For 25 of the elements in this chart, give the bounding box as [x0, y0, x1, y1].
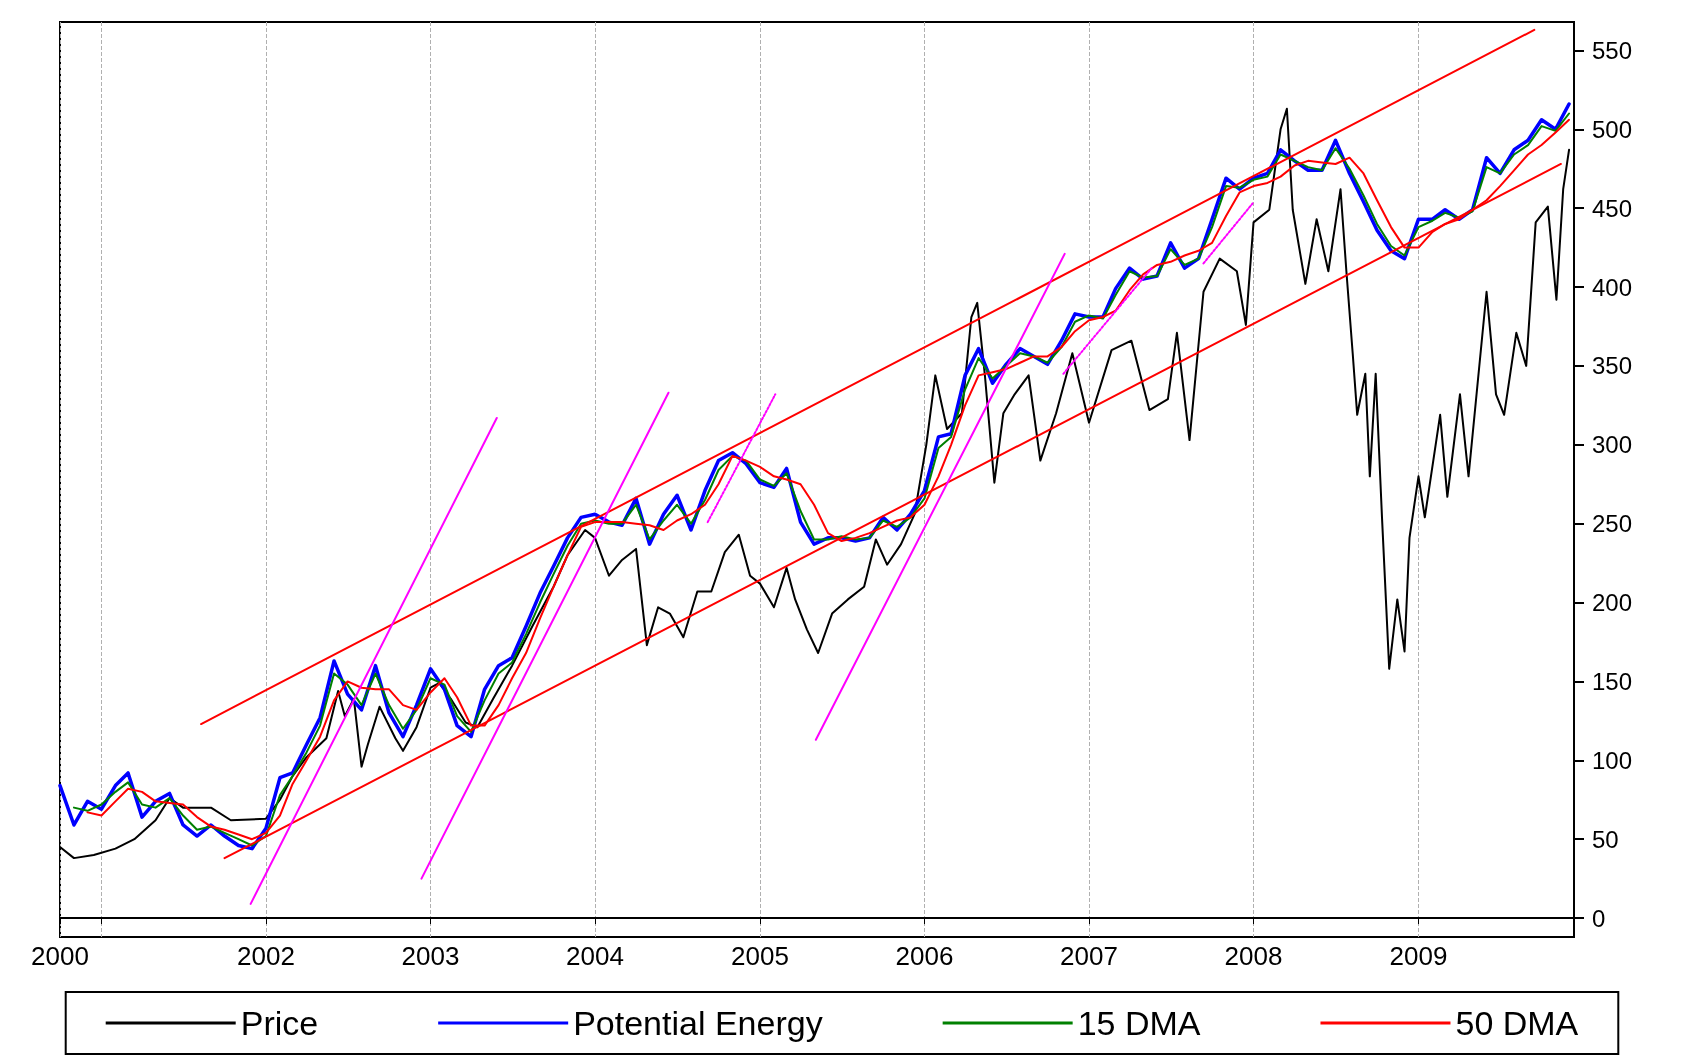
x-tick-label: 2000 — [31, 941, 89, 971]
y-tick-label: 450 — [1592, 194, 1633, 222]
x-tick-label: 2002 — [237, 941, 295, 971]
x-tick-label: 2009 — [1389, 941, 1448, 971]
y-tick-label: 0 — [1592, 904, 1606, 932]
y-tick-label: 550 — [1592, 36, 1633, 64]
y-tick-label: 300 — [1592, 431, 1633, 459]
x-tick-label: 2008 — [1224, 941, 1283, 971]
y-tick-label: 400 — [1592, 273, 1633, 301]
y-tick-label: 250 — [1592, 510, 1633, 538]
y-tick-label: 150 — [1592, 667, 1633, 695]
legend-label: Price — [240, 1004, 319, 1042]
y-tick-label: 50 — [1592, 825, 1619, 853]
x-tick-label: 2005 — [731, 941, 789, 971]
legend-label: 15 DMA — [1077, 1004, 1201, 1042]
x-tick-label: 2004 — [566, 941, 624, 971]
legend-label: 50 DMA — [1455, 1004, 1579, 1042]
y-tick-label: 350 — [1592, 352, 1633, 380]
legend-label: Potential Energy — [573, 1004, 823, 1042]
y-tick-label: 500 — [1592, 115, 1633, 143]
x-tick-label: 2007 — [1060, 941, 1118, 971]
y-tick-label: 100 — [1592, 746, 1633, 774]
x-tick-label: 2006 — [895, 941, 954, 971]
x-tick-label: 2003 — [401, 941, 460, 971]
y-tick-label: 200 — [1592, 589, 1633, 617]
